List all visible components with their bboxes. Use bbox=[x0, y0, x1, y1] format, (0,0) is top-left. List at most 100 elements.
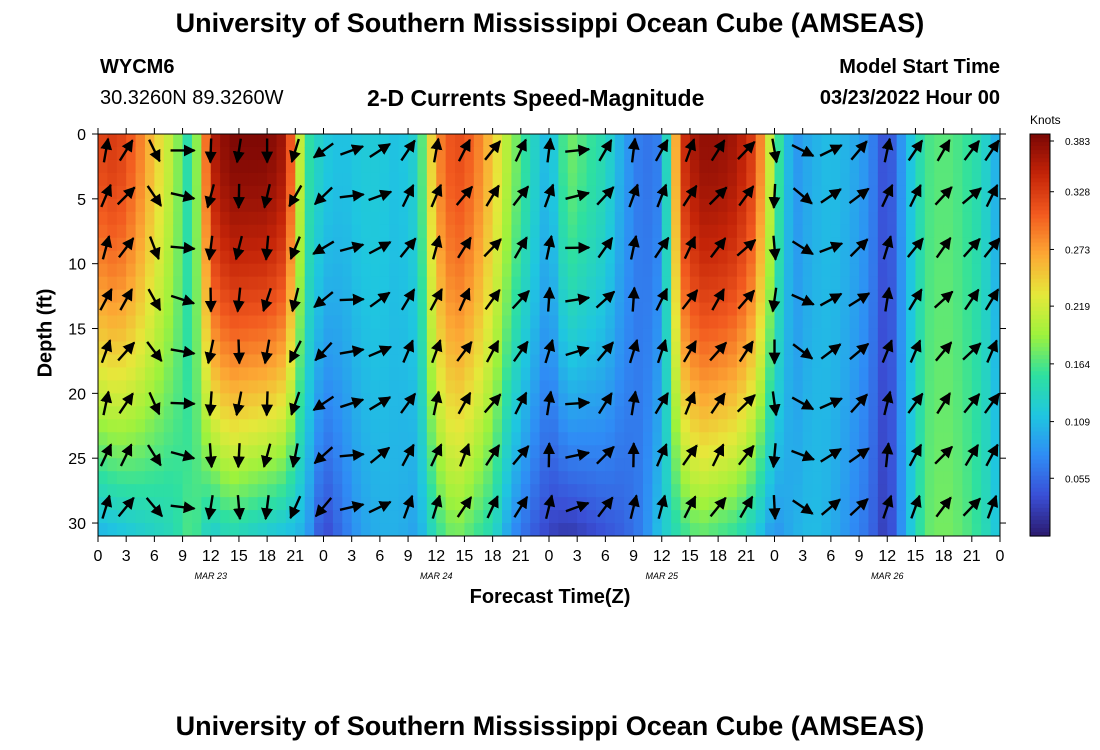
heatmap-cell bbox=[727, 172, 738, 187]
heatmap-cell bbox=[408, 432, 419, 446]
heatmap-cell bbox=[154, 419, 165, 433]
heatmap-cell bbox=[229, 484, 240, 498]
heatmap-cell bbox=[783, 484, 794, 498]
heatmap-cell bbox=[614, 263, 625, 278]
heatmap-cell bbox=[135, 510, 146, 524]
heatmap-cell bbox=[520, 458, 531, 472]
heatmap-cell bbox=[652, 237, 663, 252]
heatmap-cell bbox=[981, 224, 992, 239]
heatmap-cell bbox=[943, 315, 954, 330]
heatmap-cell bbox=[586, 315, 597, 330]
heatmap-cell bbox=[370, 419, 381, 433]
current-vector-arrow bbox=[598, 139, 613, 162]
heatmap-cell bbox=[934, 510, 945, 524]
heatmap-cell bbox=[934, 484, 945, 498]
heatmap-cell bbox=[361, 237, 372, 252]
heatmap-cell bbox=[361, 341, 372, 356]
colorbar-segment bbox=[1030, 250, 1050, 256]
heatmap-cell bbox=[257, 484, 268, 498]
heatmap-cell bbox=[830, 458, 841, 472]
heatmap-cell bbox=[267, 341, 278, 356]
heatmap-cell bbox=[755, 484, 766, 498]
heatmap-cell bbox=[859, 211, 870, 226]
heatmap-cell bbox=[154, 432, 165, 446]
heatmap-cell bbox=[107, 250, 118, 265]
heatmap-cell bbox=[539, 134, 550, 148]
heatmap-cell bbox=[220, 159, 231, 174]
heatmap-cell bbox=[595, 341, 606, 356]
heatmap-cell bbox=[840, 289, 851, 304]
heatmap-cell bbox=[783, 354, 794, 369]
heatmap-cell bbox=[182, 198, 193, 213]
heatmap-cell bbox=[699, 172, 710, 187]
heatmap-cell bbox=[445, 315, 456, 330]
heatmap-cell bbox=[558, 315, 569, 330]
heatmap-cell bbox=[962, 198, 973, 213]
heatmap-cell bbox=[577, 380, 588, 394]
heatmap-cell bbox=[624, 276, 635, 291]
colorbar-segment bbox=[1030, 347, 1050, 352]
colorbar-segment bbox=[1030, 343, 1050, 348]
heatmap-cell bbox=[332, 185, 343, 200]
heatmap-cell bbox=[332, 445, 343, 459]
heatmap-cell bbox=[210, 328, 221, 343]
heatmap-cell bbox=[201, 484, 212, 498]
heatmap-cell bbox=[182, 159, 193, 174]
heatmap-cell bbox=[755, 276, 766, 291]
heatmap-cell bbox=[295, 445, 306, 459]
current-vector-arrow bbox=[710, 392, 726, 414]
heatmap-cell bbox=[342, 406, 353, 420]
heatmap-cell bbox=[868, 354, 879, 369]
current-vector-arrow bbox=[430, 137, 443, 163]
colorbar-segment bbox=[1030, 266, 1050, 272]
heatmap-cell bbox=[276, 393, 287, 407]
heatmap-cell bbox=[539, 523, 550, 536]
heatmap-cell bbox=[417, 185, 428, 200]
heatmap-cell bbox=[163, 380, 174, 394]
current-vector-arrow bbox=[512, 185, 530, 207]
heatmap-cell bbox=[689, 315, 700, 330]
heatmap-cell bbox=[765, 380, 776, 394]
heatmap-cell bbox=[116, 146, 127, 161]
heatmap-cell bbox=[859, 419, 870, 433]
heatmap-cell bbox=[887, 211, 898, 226]
current-vector-arrow bbox=[368, 345, 393, 358]
heatmap-cell bbox=[483, 458, 494, 472]
heatmap-cell bbox=[746, 328, 757, 343]
heatmap-cell bbox=[511, 484, 522, 498]
heatmap-cell bbox=[595, 406, 606, 420]
heatmap-cell bbox=[821, 406, 832, 420]
heatmap-cell bbox=[502, 315, 513, 330]
heatmap-cell bbox=[220, 484, 231, 498]
heatmap-cell bbox=[314, 406, 325, 420]
heatmap-cell bbox=[765, 328, 776, 343]
heatmap-cell bbox=[398, 393, 409, 407]
heatmap-cell bbox=[464, 406, 475, 420]
heatmap-cell bbox=[370, 237, 381, 252]
heatmap-cell bbox=[163, 302, 174, 317]
heatmap-cell bbox=[276, 406, 287, 420]
heatmap-cell bbox=[633, 432, 644, 446]
heatmap-cell bbox=[191, 367, 202, 381]
current-vector-arrow bbox=[964, 443, 980, 467]
heatmap-cell bbox=[652, 250, 663, 265]
current-vector-arrow bbox=[654, 236, 670, 259]
heatmap-cell bbox=[520, 354, 531, 369]
heatmap-cell bbox=[708, 134, 719, 148]
heatmap-cell bbox=[361, 198, 372, 213]
heatmap-cell bbox=[868, 172, 879, 187]
heatmap-cell bbox=[511, 211, 522, 226]
heatmap-cell bbox=[314, 341, 325, 356]
heatmap-cell bbox=[915, 134, 926, 148]
heatmap-cell bbox=[473, 185, 484, 200]
heatmap-cell bbox=[492, 198, 503, 213]
heatmap-cell bbox=[314, 471, 325, 485]
heatmap-cell bbox=[276, 224, 287, 239]
heatmap-cell bbox=[812, 367, 823, 381]
heatmap-cell bbox=[295, 211, 306, 226]
heatmap-cell bbox=[727, 263, 738, 278]
current-vector-arrow bbox=[232, 138, 245, 164]
heatmap-cell bbox=[520, 510, 531, 524]
colorbar-segment bbox=[1030, 202, 1050, 207]
heatmap-cell bbox=[483, 263, 494, 278]
